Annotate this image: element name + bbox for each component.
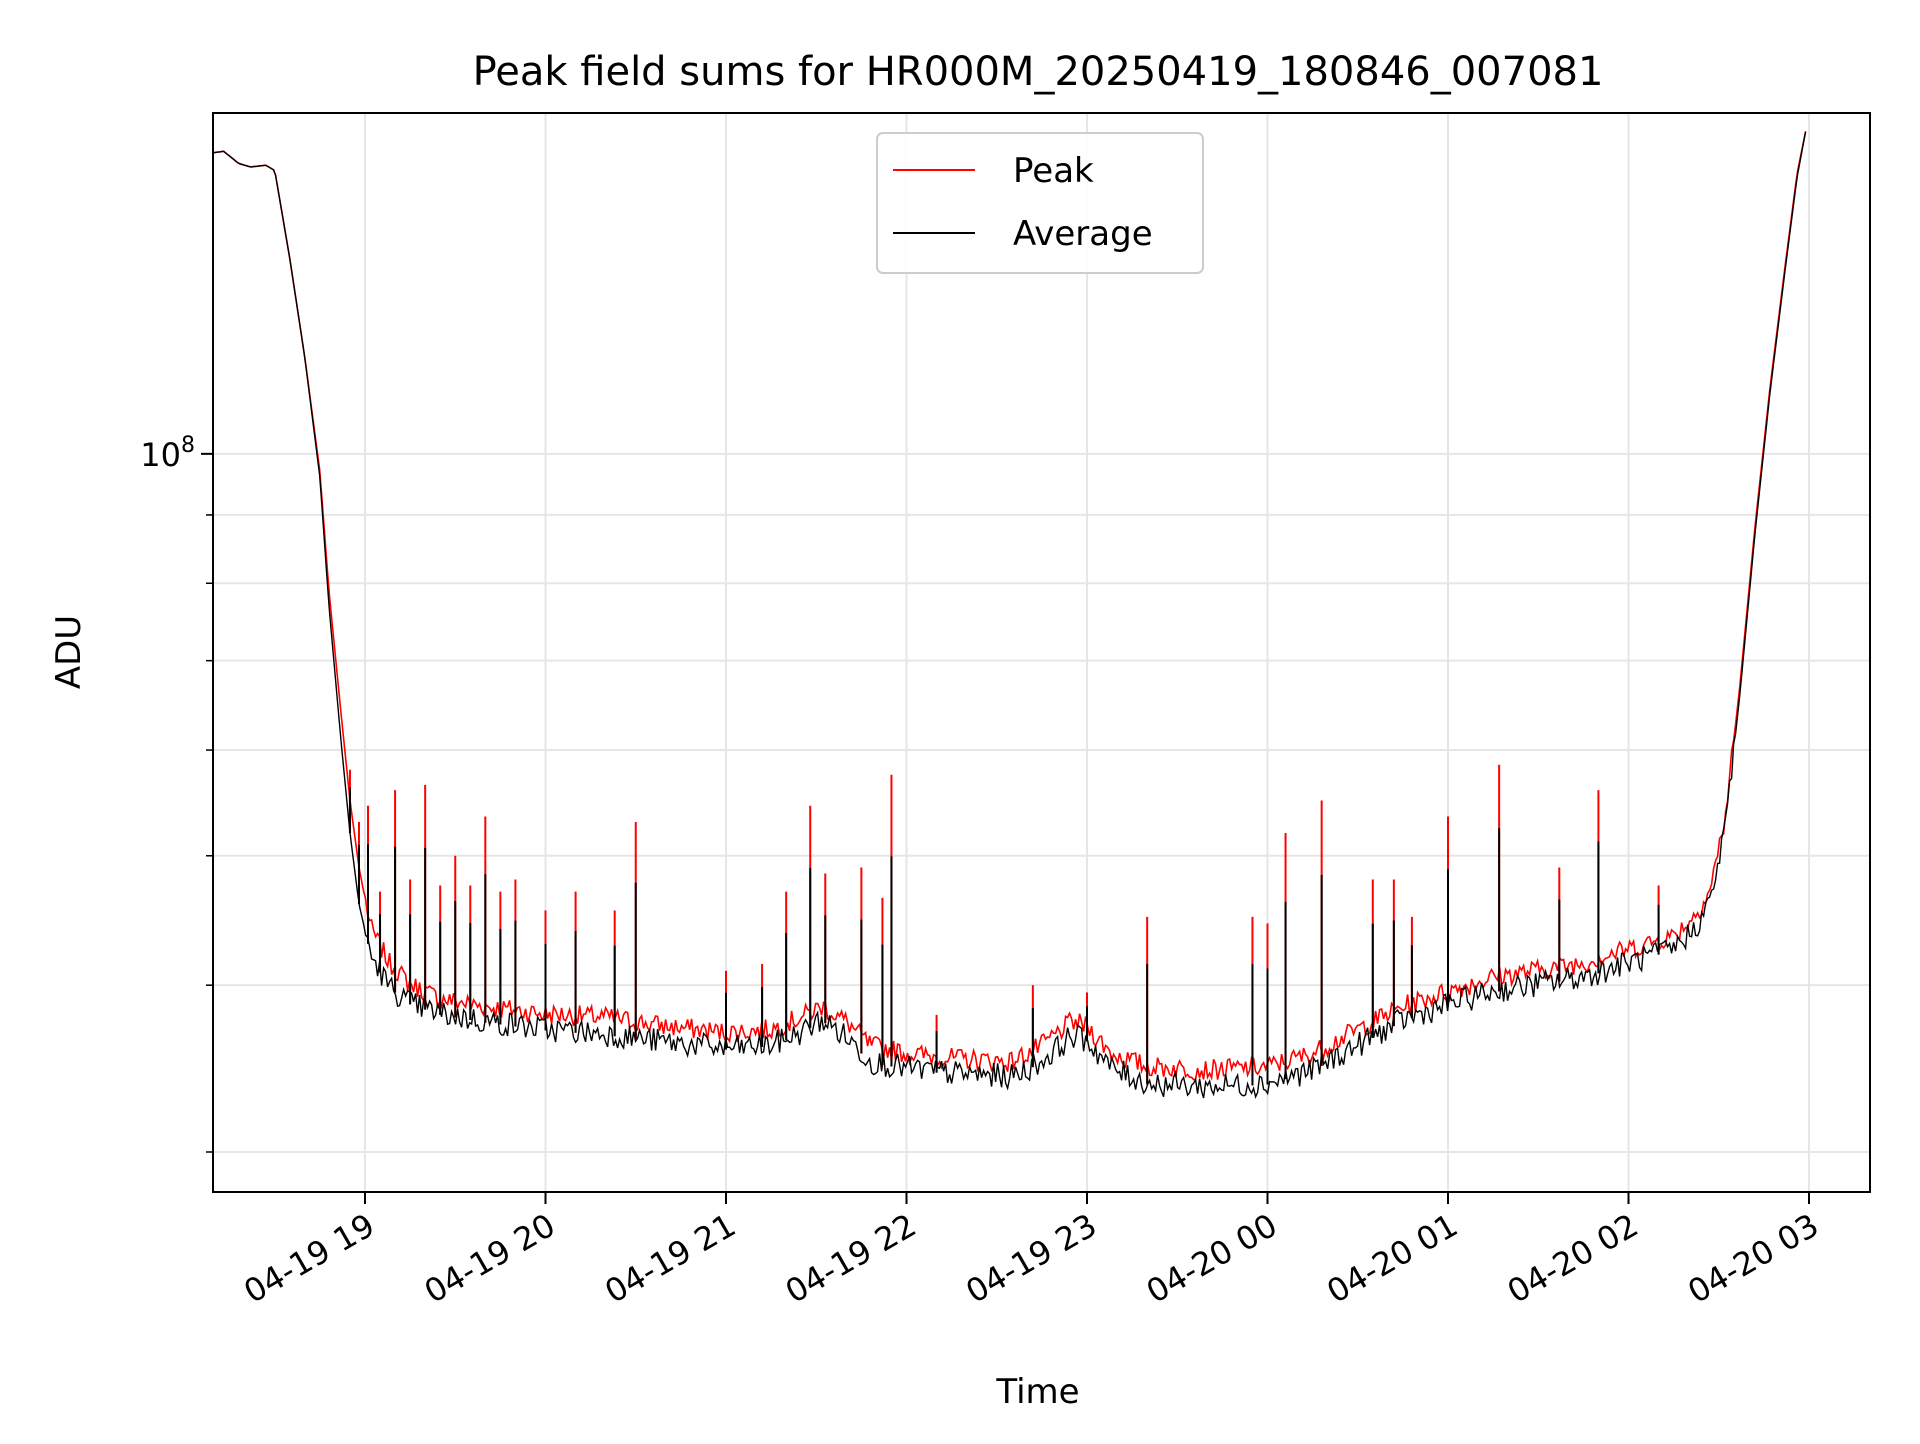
x-tick-label: 04-19 23 — [959, 1206, 1103, 1311]
plot-clipped — [213, 131, 1807, 1099]
legend-box — [876, 132, 1204, 274]
x-axis-label: Time — [995, 1372, 1079, 1412]
legend-average-label: Average — [1013, 214, 1153, 254]
x-tick-label: 04-19 22 — [779, 1206, 923, 1311]
ticks: 04-19 19 04-19 20 04-19 21 04-19 22 04-19 23… — [140, 433, 1825, 1311]
legend-peak-label: Peak — [1013, 151, 1094, 191]
y-tick-label: 108 — [140, 433, 195, 474]
x-tick-label: 04-20 02 — [1501, 1206, 1645, 1311]
chart-title: Peak field sums for HR000M_20250419_1808… — [473, 49, 1604, 95]
series-line-average — [213, 131, 1807, 1099]
x-tick-label: 04-20 03 — [1681, 1206, 1825, 1311]
x-tick-label: 04-20 01 — [1320, 1206, 1464, 1311]
x-tick-label: 04-19 19 — [237, 1206, 381, 1311]
grid — [213, 113, 1870, 1192]
series-line-peak — [213, 131, 1807, 1081]
y-tick-label-base: 10 — [140, 436, 181, 474]
x-tick-label: 04-19 21 — [598, 1206, 742, 1311]
x-tick-label: 04-20 00 — [1140, 1206, 1284, 1311]
y-tick-label-exponent: 8 — [181, 433, 195, 458]
y-axis-label: ADU — [49, 615, 89, 689]
legend: Peak Average — [876, 132, 1204, 274]
x-tick-label: 04-19 20 — [418, 1206, 562, 1311]
plot-area — [213, 131, 1807, 1099]
axes-frame — [212, 112, 1871, 1193]
